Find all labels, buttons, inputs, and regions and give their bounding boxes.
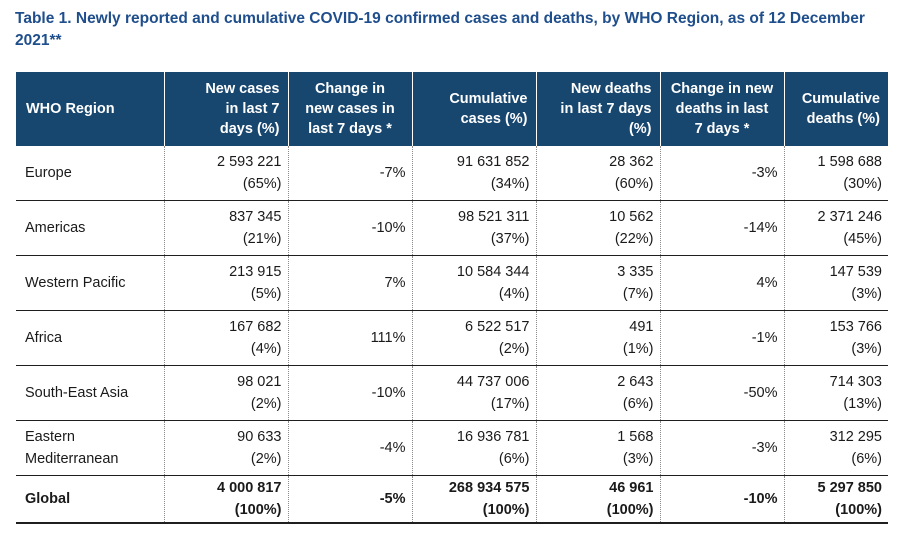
change-cases-cell: -5% [288,475,413,524]
change-cases-cell: -7% [288,146,413,201]
table-title: Table 1. Newly reported and cumulative C… [15,10,865,49]
new-cases-cell: 90 633 (2%) [164,420,289,476]
change-cases-cell: 111% [288,310,413,366]
new-deaths-cell: 2 643 (6%) [536,365,661,421]
table-row: Western Pacific 213 915 (5%) 7% 10 584 34… [16,255,888,311]
change-deaths-cell: -1% [660,310,785,366]
new-cases-cell: 213 915 (5%) [164,255,289,311]
new-cases-cell: 167 682 (4%) [164,310,289,366]
new-cases-cell: 837 345 (21%) [164,200,289,256]
region-cell: Global [16,475,165,524]
change-deaths-cell: -10% [660,475,785,524]
change-cases-cell: -10% [288,365,413,421]
new-cases-cell: 4 000 817 (100%) [164,475,289,524]
cumulative-deaths-cell: 312 295 (6%) [784,420,888,476]
change-deaths-cell: 4% [660,255,785,311]
table-row: Europe 2 593 221 (65%) -7% 91 631 852 (34%… [16,146,888,201]
cumulative-deaths-cell: 1 598 688 (30%) [784,146,888,201]
header-who-region: WHO Region [16,72,165,146]
new-deaths-cell: 10 562 (22%) [536,200,661,256]
region-cell: South-East Asia [16,365,165,421]
new-deaths-cell: 28 362 (60%) [536,146,661,201]
region-cell: Eastern Mediterranean [16,420,165,476]
cumulative-cases-cell: 91 631 852 (34%) [412,146,537,201]
new-deaths-cell: 1 568 (3%) [536,420,661,476]
new-deaths-cell: 3 335 (7%) [536,255,661,311]
header-change-deaths: Change in new deaths in last 7 days * [660,72,785,146]
cumulative-deaths-cell: 147 539 (3%) [784,255,888,311]
cumulative-deaths-cell: 2 371 246 (45%) [784,200,888,256]
header-change-cases: Change in new cases in last 7 days * [288,72,413,146]
new-cases-cell: 2 593 221 (65%) [164,146,289,201]
new-deaths-cell: 46 961 (100%) [536,475,661,524]
cumulative-cases-cell: 6 522 517 (2%) [412,310,537,366]
header-row: WHO Region New cases in last 7 days (%) Ch… [16,72,888,146]
change-deaths-cell: -3% [660,146,785,201]
region-cell: Western Pacific [16,255,165,311]
header-cumulative-cases: Cumulative cases (%) [412,72,537,146]
header-new-deaths: New deaths in last 7 days (%) [536,72,661,146]
change-deaths-cell: -3% [660,420,785,476]
covid-table: WHO Region New cases in last 7 days (%) Ch… [16,72,888,524]
change-deaths-cell: -50% [660,365,785,421]
region-cell: Africa [16,310,165,366]
cumulative-deaths-cell: 714 303 (13%) [784,365,888,421]
table-row: South-East Asia 98 021 (2%) -10% 44 737 0… [16,365,888,421]
change-deaths-cell: -14% [660,200,785,256]
change-cases-cell: -10% [288,200,413,256]
header-cumulative-deaths: Cumulative deaths (%) [784,72,888,146]
new-cases-cell: 98 021 (2%) [164,365,289,421]
table-row: Americas 837 345 (21%) -10% 98 521 311 (37… [16,200,888,256]
cumulative-cases-cell: 268 934 575 (100%) [412,475,537,524]
cumulative-deaths-cell: 5 297 850 (100%) [784,475,888,524]
new-deaths-cell: 491 (1%) [536,310,661,366]
cumulative-cases-cell: 16 936 781 (6%) [412,420,537,476]
cumulative-cases-cell: 98 521 311 (37%) [412,200,537,256]
change-cases-cell: -4% [288,420,413,476]
region-cell: Americas [16,200,165,256]
region-cell: Europe [16,146,165,201]
change-cases-cell: 7% [288,255,413,311]
global-total-row: Global 4 000 817 (100%) -5% 268 934 575 (1… [16,475,888,524]
cumulative-cases-cell: 10 584 344 (4%) [412,255,537,311]
cumulative-deaths-cell: 153 766 (3%) [784,310,888,366]
header-new-cases: New cases in last 7 days (%) [164,72,289,146]
cumulative-cases-cell: 44 737 006 (17%) [412,365,537,421]
table-row: Africa 167 682 (4%) 111% 6 522 517 (2%) 49… [16,310,888,366]
table-row: Eastern Mediterranean 90 633 (2%) -4% 16 9… [16,420,888,476]
